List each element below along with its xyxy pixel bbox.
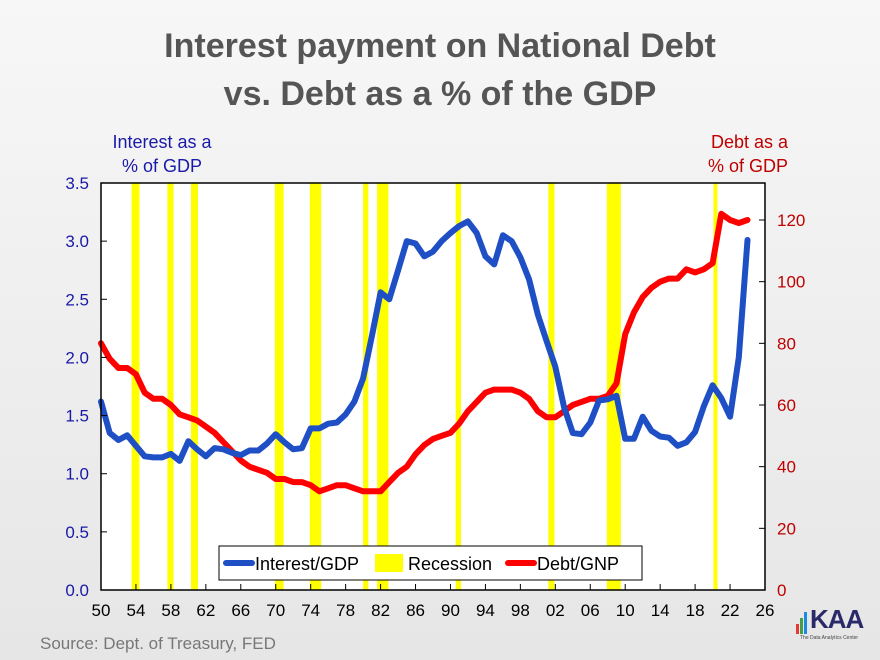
right-axis-title-line-2: % of GDP [707, 156, 788, 176]
x-tick-label-8: 82 [371, 601, 390, 620]
right-axis-title: Debt as a % of GDP [648, 130, 788, 178]
recession-bar-2 [190, 183, 198, 590]
x-tick-label-2: 58 [161, 601, 180, 620]
right-tick-label-4: 80 [777, 334, 796, 353]
recession-bar-3 [274, 183, 284, 590]
right-tick-label-1: 20 [777, 519, 796, 538]
left-tick-label-2: 1.0 [65, 465, 89, 484]
x-tick-label-11: 94 [476, 601, 495, 620]
legend: Interest/GDP Recession Debt/GNP [218, 545, 643, 581]
x-tick-label-15: 10 [616, 601, 635, 620]
logo-subtitle: The Data Analytics Center [800, 635, 859, 641]
left-tick-label-4: 2.0 [65, 348, 89, 367]
x-tick-label-3: 62 [196, 601, 215, 620]
left-tick-label-5: 2.5 [65, 290, 89, 309]
left-axis-title-line-1: Interest as a [112, 132, 212, 152]
x-tick-label-12: 98 [511, 601, 530, 620]
recession-bar-5 [363, 183, 369, 590]
x-tick-label-1: 54 [126, 601, 145, 620]
x-tick-label-16: 14 [651, 601, 670, 620]
left-tick-label-3: 1.5 [65, 407, 89, 426]
x-tick-label-17: 18 [686, 601, 705, 620]
left-axis-title-line-2: % of GDP [121, 156, 203, 176]
plot-frame [100, 182, 766, 591]
plot-area [101, 183, 765, 590]
source-note: Source: Dept. of Treasury, FED [40, 634, 276, 653]
right-tick-label-6: 120 [777, 211, 805, 230]
right-axis-title-line-1: Debt as a [710, 132, 788, 152]
right-tick-label-0: 0 [777, 581, 786, 600]
legend-box [218, 545, 643, 581]
x-tick-label-19: 26 [756, 601, 775, 620]
right-tick-label-2: 40 [777, 458, 796, 477]
recession-bar-0 [131, 183, 140, 590]
right-axis: 0 20 40 60 80 100 120 [759, 211, 805, 600]
series-lines [98, 210, 751, 495]
right-tick-label-3: 60 [777, 396, 796, 415]
chart-title: Interest payment on National Debt vs. De… [0, 22, 880, 118]
series-line-debt-gnp [98, 210, 751, 495]
plot-border [100, 182, 766, 591]
x-tick-label-5: 70 [266, 601, 285, 620]
title-line-2: vs. Debt as a % of the GDP [223, 75, 657, 113]
left-axis: 0.0 0.5 1.0 1.5 2.0 2.5 3.0 3.5 [65, 174, 107, 600]
legend-swatch-recession [375, 554, 403, 572]
recession-bar-1 [167, 183, 174, 590]
x-tick-label-13: 02 [546, 601, 565, 620]
x-tick-label-9: 86 [406, 601, 425, 620]
left-axis-title: Interest as a % of GDP [92, 130, 232, 178]
bar-chart-icon [796, 612, 807, 634]
left-tick-label-6: 3.0 [65, 232, 89, 251]
x-tick-label-10: 90 [441, 601, 460, 620]
recession-bar-8 [548, 183, 555, 590]
legend-label-1: Recession [408, 554, 492, 574]
title-line-1: Interest payment on National Debt [164, 27, 716, 65]
legend-label-2: Debt/GNP [537, 554, 619, 574]
x-tick-label-14: 06 [581, 601, 600, 620]
x-tick-label-7: 78 [336, 601, 355, 620]
left-tick-label-7: 3.5 [65, 174, 89, 193]
legend-label-0: Interest/GDP [255, 554, 359, 574]
left-tick-label-1: 0.5 [65, 523, 89, 542]
x-tick-label-4: 66 [231, 601, 250, 620]
recession-bar-7 [455, 183, 461, 590]
plot-background [101, 183, 765, 590]
recession-bar-4 [309, 183, 322, 590]
recession-bar-6 [377, 183, 389, 590]
kaa-logo: KAA The Data Analytics Center [796, 604, 864, 650]
left-tick-label-0: 0.0 [65, 581, 89, 600]
right-tick-label-5: 100 [777, 273, 805, 292]
x-axis: 50 54 58 62 66 70 74 78 82 86 90 94 98 02 06 10 14 18 22 26 [92, 584, 775, 620]
x-tick-label-0: 50 [92, 601, 111, 620]
x-tick-label-6: 74 [301, 601, 320, 620]
x-tick-label-18: 22 [721, 601, 740, 620]
series-line-interest-gdp [98, 218, 751, 464]
logo-text: KAA [810, 604, 864, 634]
